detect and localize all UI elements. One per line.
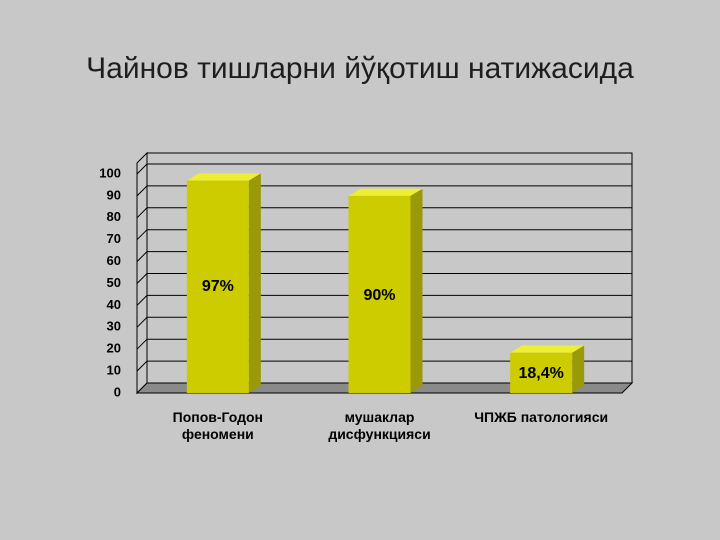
- bar: [510, 345, 585, 393]
- grid-line: [136, 360, 632, 372]
- grid-line: [136, 163, 632, 175]
- y-tick-label: 90: [107, 187, 121, 202]
- x-tick-label: ЧПЖБ патологияси: [474, 409, 609, 425]
- bar-front: [510, 352, 573, 393]
- grid-line: [136, 338, 632, 350]
- y-tick-label: 30: [107, 319, 121, 334]
- bar-top: [186, 173, 261, 181]
- grid-line: [136, 229, 632, 241]
- grid-line: [136, 273, 632, 284]
- y-tick-label: 0: [114, 384, 121, 399]
- y-tick-label: 20: [107, 341, 121, 356]
- grid-line: [136, 316, 632, 328]
- value-label: 18,4%: [518, 365, 563, 382]
- x-tick-label: Попов-Годон феномени: [172, 409, 264, 442]
- side-wall: [136, 151, 148, 395]
- bar: [186, 173, 261, 393]
- bar-side: [410, 188, 423, 393]
- bar: [348, 188, 423, 393]
- grid-line: [136, 251, 632, 262]
- bar-front: [186, 180, 249, 393]
- y-tick-label: 10: [107, 363, 121, 378]
- y-tick-label: 80: [107, 209, 121, 224]
- y-tick-label: 70: [107, 231, 121, 246]
- bar-top: [510, 345, 585, 353]
- bar-side: [572, 345, 585, 393]
- y-tick-label: 40: [107, 297, 121, 312]
- bar-top: [348, 188, 423, 196]
- grid-line: [136, 185, 632, 197]
- x-tick-label: мушаклар дисфункцияси: [328, 409, 431, 442]
- bar-front: [348, 195, 411, 393]
- y-tick-label: 50: [107, 275, 121, 290]
- y-tick-label: 100: [99, 165, 121, 180]
- value-label: 97%: [202, 278, 234, 295]
- y-tick-label: 60: [107, 253, 121, 268]
- value-label: 90%: [363, 287, 395, 304]
- grid-line: [136, 294, 632, 306]
- bar-side: [248, 173, 261, 393]
- grid-line: [136, 207, 632, 219]
- slide-title: Чайнов тишларни йўқотиш натижасида: [86, 52, 634, 85]
